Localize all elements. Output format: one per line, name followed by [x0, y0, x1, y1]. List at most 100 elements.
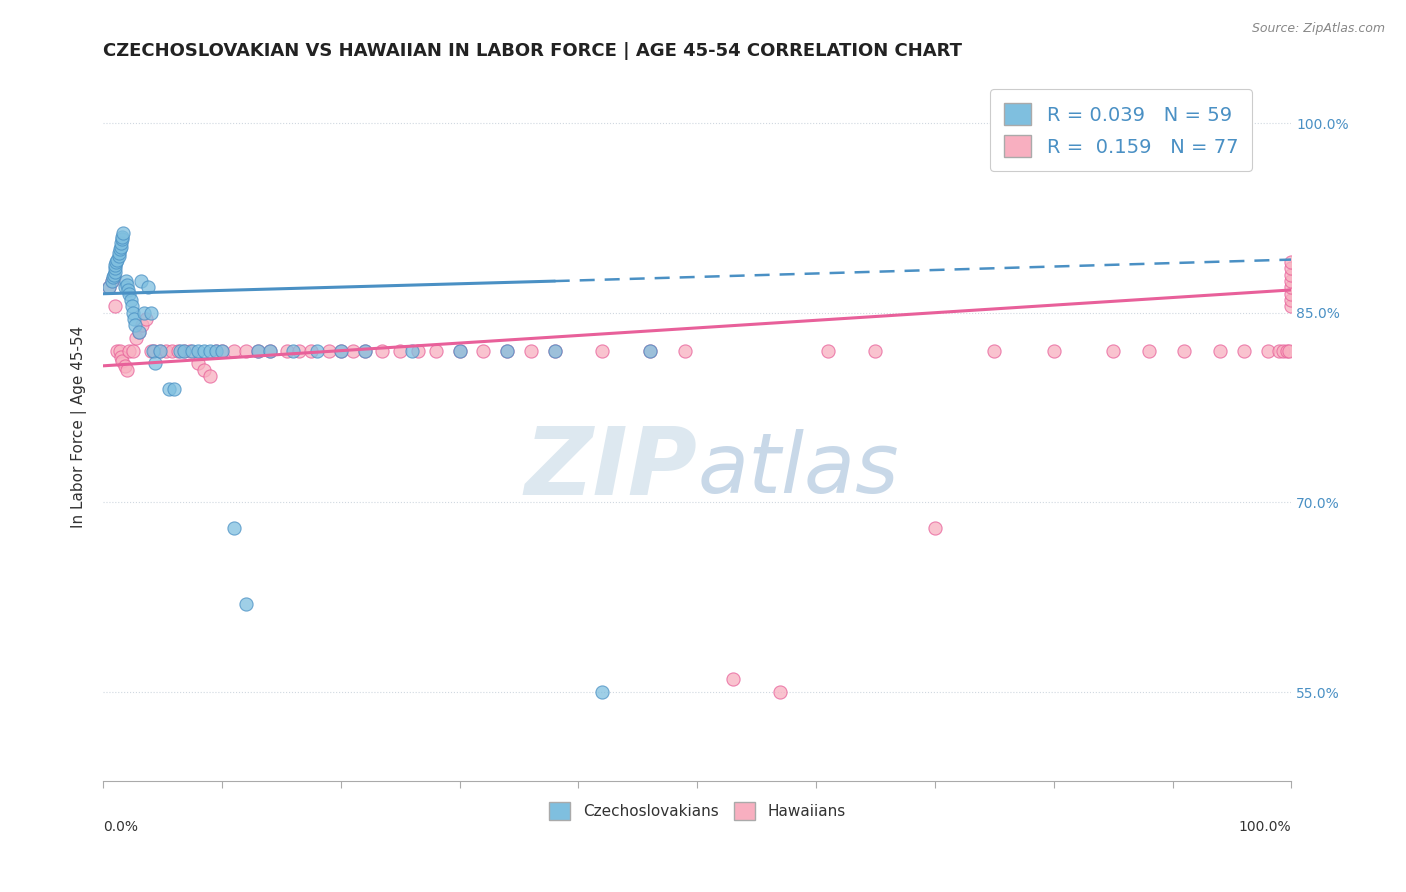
Point — [101, 270, 124, 285]
Point — [1278, 343, 1301, 358]
Point — [211, 343, 233, 358]
Point — [117, 283, 139, 297]
Point — [122, 312, 145, 326]
Point — [205, 343, 228, 358]
Point — [128, 325, 150, 339]
Point — [114, 274, 136, 288]
Point — [193, 362, 215, 376]
Point — [103, 270, 125, 285]
Point — [98, 280, 121, 294]
Point — [181, 343, 204, 358]
Point — [496, 343, 519, 358]
Point — [107, 249, 129, 263]
Point — [1268, 343, 1291, 358]
Point — [329, 343, 352, 358]
Point — [1279, 255, 1302, 269]
Point — [371, 343, 394, 358]
Point — [115, 362, 138, 376]
Point — [160, 343, 183, 358]
Point — [187, 356, 209, 370]
Point — [1173, 343, 1195, 358]
Legend: Czechoslovakians, Hawaiians: Czechoslovakians, Hawaiians — [543, 797, 852, 826]
Point — [1233, 343, 1256, 358]
Point — [115, 277, 138, 292]
Point — [111, 353, 134, 368]
Point — [259, 343, 281, 358]
Point — [222, 343, 245, 358]
Point — [100, 274, 122, 288]
Point — [157, 382, 180, 396]
Text: 100.0%: 100.0% — [1239, 820, 1291, 834]
Point — [169, 343, 191, 358]
Point — [425, 343, 447, 358]
Point — [173, 343, 195, 358]
Point — [983, 343, 1005, 358]
Point — [173, 343, 195, 358]
Point — [149, 343, 172, 358]
Point — [118, 343, 141, 358]
Point — [259, 343, 281, 358]
Point — [118, 286, 141, 301]
Point — [673, 343, 696, 358]
Point — [103, 268, 125, 282]
Point — [1279, 280, 1302, 294]
Point — [149, 343, 172, 358]
Point — [211, 343, 233, 358]
Point — [307, 343, 329, 358]
Point — [187, 343, 209, 358]
Point — [129, 274, 152, 288]
Point — [276, 343, 298, 358]
Point — [108, 343, 131, 358]
Point — [132, 306, 155, 320]
Point — [235, 343, 257, 358]
Point — [406, 343, 429, 358]
Point — [638, 343, 661, 358]
Point — [107, 343, 129, 358]
Point — [145, 356, 167, 370]
Point — [520, 343, 543, 358]
Point — [865, 343, 887, 358]
Point — [120, 293, 142, 307]
Point — [124, 318, 146, 333]
Point — [135, 312, 157, 326]
Point — [246, 343, 269, 358]
Point — [329, 343, 352, 358]
Point — [1209, 343, 1232, 358]
Point — [114, 359, 136, 373]
Point — [110, 240, 132, 254]
Point — [1102, 343, 1125, 358]
Point — [131, 318, 153, 333]
Point — [1272, 343, 1295, 358]
Point — [1137, 343, 1160, 358]
Point — [155, 343, 177, 358]
Text: Source: ZipAtlas.com: Source: ZipAtlas.com — [1251, 22, 1385, 36]
Point — [1279, 274, 1302, 288]
Point — [167, 343, 190, 358]
Point — [110, 236, 132, 251]
Point — [163, 382, 186, 396]
Point — [138, 280, 160, 294]
Point — [401, 343, 423, 358]
Point — [198, 343, 221, 358]
Text: ZIP: ZIP — [524, 423, 697, 515]
Text: atlas: atlas — [697, 428, 898, 509]
Point — [125, 331, 148, 345]
Point — [496, 343, 519, 358]
Point — [139, 343, 162, 358]
Point — [235, 597, 257, 611]
Point — [114, 280, 136, 294]
Point — [1042, 343, 1064, 358]
Point — [142, 343, 165, 358]
Point — [104, 299, 127, 313]
Point — [1279, 299, 1302, 313]
Point — [143, 343, 166, 358]
Point — [1279, 293, 1302, 307]
Point — [817, 343, 839, 358]
Point — [107, 252, 129, 267]
Point — [128, 325, 150, 339]
Point — [924, 521, 946, 535]
Point — [1275, 343, 1298, 358]
Point — [638, 343, 661, 358]
Text: 0.0%: 0.0% — [103, 820, 138, 834]
Point — [108, 243, 131, 257]
